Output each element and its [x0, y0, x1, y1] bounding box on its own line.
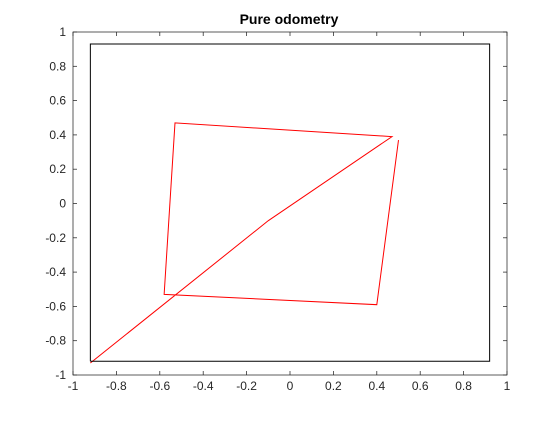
y-tick-label: 0: [59, 197, 66, 211]
y-tick-label: 0.2: [49, 162, 66, 176]
x-tick-label: 0.6: [412, 379, 429, 393]
y-tick-label: -0.6: [45, 299, 66, 313]
series-line-0: [90, 122, 399, 364]
chart-title: Pure odometry: [240, 11, 339, 27]
x-tick-label: -0.8: [106, 379, 127, 393]
y-tick-label: 0.4: [49, 128, 66, 142]
x-tick-label: 0.2: [325, 379, 342, 393]
x-tick-label: 0.8: [455, 379, 472, 393]
y-tick-label: -0.2: [45, 231, 66, 245]
ticks-layer: [72, 31, 508, 376]
x-tick-label: -0.6: [149, 379, 170, 393]
y-tick-label: -0.4: [45, 265, 66, 279]
y-tick-label: 0.8: [49, 59, 66, 73]
x-tick-label: 0.4: [368, 379, 385, 393]
series-line-1: [89, 43, 491, 362]
axes-box: [72, 31, 508, 376]
tick-labels-layer: -1 -0.8 -0.6 -0.4 -0.2 0 0.2 0.4 0.6 0.8 1 -1 -0.8 -0…: [45, 25, 510, 393]
y-tick-label: -1: [55, 368, 66, 382]
x-tick-label: 0: [287, 379, 294, 393]
series-layer: [89, 43, 491, 364]
y-tick-label: -0.8: [45, 334, 66, 348]
y-tick-label: 1: [59, 25, 66, 39]
x-tick-label: -1: [68, 379, 79, 393]
x-tick-label: -0.4: [193, 379, 214, 393]
y-tick-label: 0.6: [49, 94, 66, 108]
x-tick-label: 1: [504, 379, 511, 393]
x-tick-label: -0.2: [236, 379, 257, 393]
